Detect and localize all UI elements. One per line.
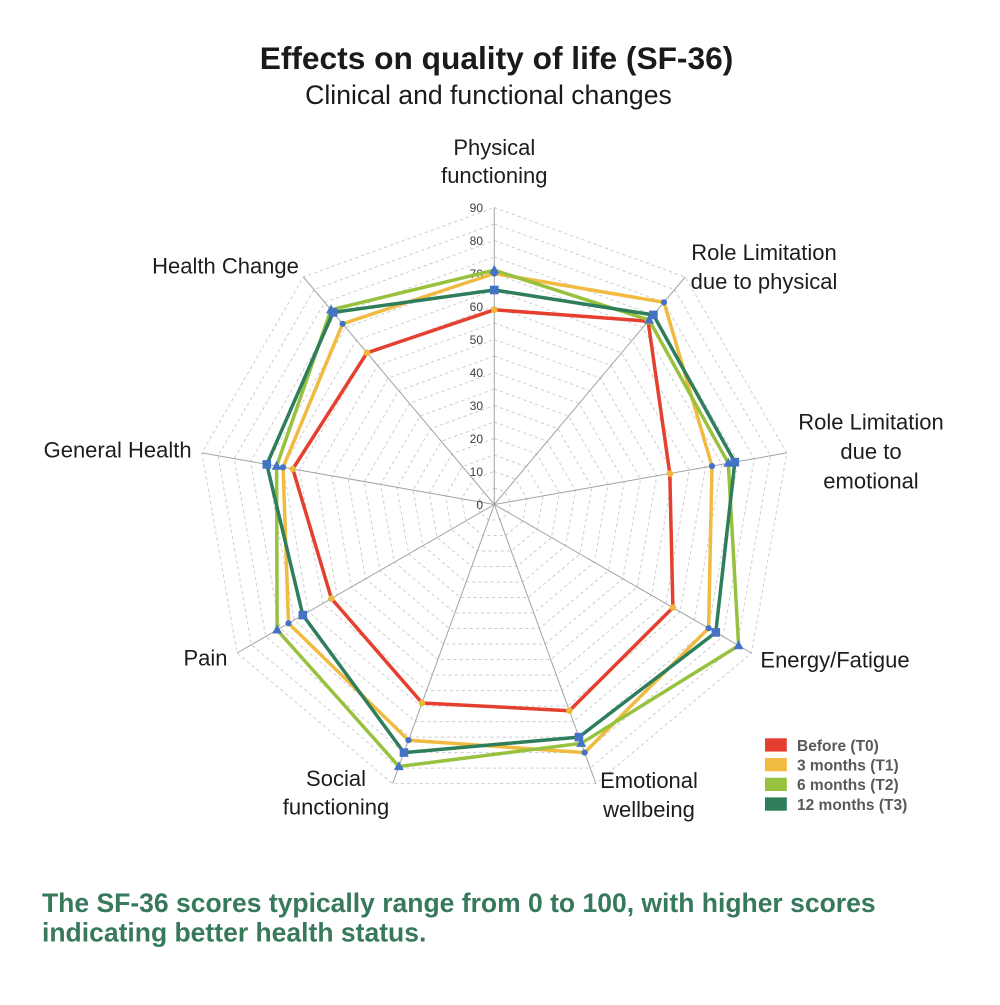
svg-text:Emotional: Emotional <box>600 768 698 793</box>
svg-text:6 months (T2): 6 months (T2) <box>797 777 899 794</box>
svg-text:The SF-36 scores typically ran: The SF-36 scores typically range from 0 … <box>42 888 876 918</box>
svg-text:Pain: Pain <box>183 646 227 671</box>
svg-text:60: 60 <box>470 300 484 314</box>
svg-text:functioning: functioning <box>283 795 389 820</box>
svg-text:indicating better health statu: indicating better health status. <box>42 918 426 948</box>
svg-text:Energy/Fatigue: Energy/Fatigue <box>760 648 909 673</box>
svg-text:80: 80 <box>470 234 484 248</box>
svg-text:90: 90 <box>470 201 484 215</box>
svg-text:General Health: General Health <box>44 438 192 463</box>
svg-text:Effects on quality of life (SF: Effects on quality of life (SF-36) <box>260 40 734 76</box>
svg-text:Clinical and functional change: Clinical and functional changes <box>305 80 672 110</box>
svg-text:functioning: functioning <box>441 163 547 188</box>
svg-text:40: 40 <box>470 366 484 380</box>
svg-text:50: 50 <box>470 333 484 347</box>
svg-text:Physical: Physical <box>453 135 535 160</box>
svg-text:30: 30 <box>470 399 484 413</box>
svg-text:Role Limitation: Role Limitation <box>691 240 837 265</box>
svg-text:wellbeing: wellbeing <box>602 797 695 822</box>
svg-text:Role Limitation: Role Limitation <box>798 410 944 435</box>
svg-text:emotional: emotional <box>823 469 918 494</box>
svg-text:3 months (T1): 3 months (T1) <box>797 758 899 775</box>
svg-text:20: 20 <box>470 432 484 446</box>
svg-text:due to: due to <box>840 439 901 464</box>
svg-text:due to physical: due to physical <box>691 269 838 294</box>
svg-text:Health Change: Health Change <box>152 254 299 279</box>
svg-text:0: 0 <box>476 498 483 512</box>
svg-text:Before (T0): Before (T0) <box>797 738 879 755</box>
svg-text:10: 10 <box>470 465 484 479</box>
svg-text:12 months (T3): 12 months (T3) <box>797 797 907 814</box>
svg-text:Social: Social <box>306 766 366 791</box>
